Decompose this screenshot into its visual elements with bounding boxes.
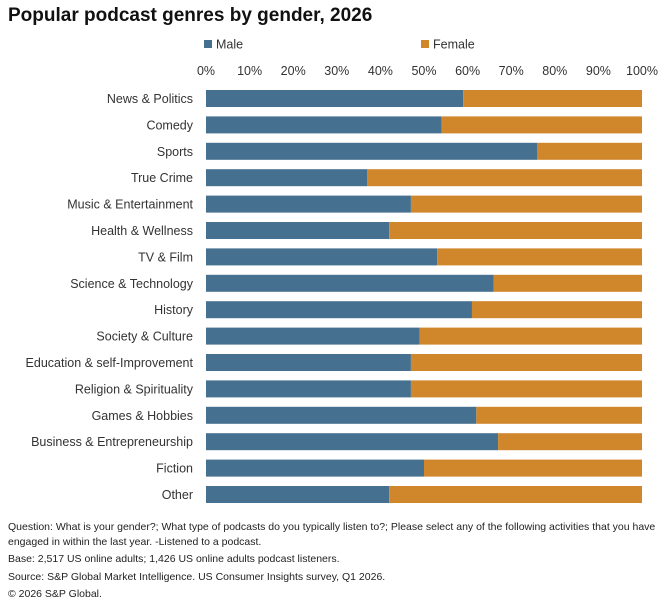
bar-female (389, 486, 642, 503)
bar-female (410, 195, 642, 213)
bar-female (441, 116, 642, 134)
bar-male (206, 274, 494, 292)
x-tick-label: 60% (455, 64, 480, 78)
bar-male (206, 116, 442, 134)
legend-swatch-female (421, 40, 429, 48)
x-tick-label: 0% (197, 64, 215, 78)
question-note: Question: What is your gender?; What typ… (8, 521, 656, 548)
category-label: Science & Technology (70, 277, 194, 291)
category-label: TV & Film (138, 250, 193, 264)
bar-male (206, 195, 411, 213)
x-tick-label: 50% (411, 64, 436, 78)
x-tick-label: 30% (324, 64, 349, 78)
category-label: Society & Culture (96, 330, 193, 344)
category-labels: News & Politics Comedy Sports True Crime Mus… (26, 92, 194, 502)
category-label: Music & Entertainment (67, 198, 193, 212)
x-tick-label: 70% (499, 64, 524, 78)
bar-female (410, 380, 642, 398)
bar-female (424, 459, 642, 477)
category-label: Comedy (146, 118, 193, 132)
bar-female (419, 327, 642, 345)
x-tick-label: 20% (281, 64, 306, 78)
x-tick-label: 80% (542, 64, 567, 78)
category-label: History (154, 303, 194, 317)
bar-male (206, 459, 424, 477)
bar-male (206, 380, 411, 398)
base-note: Base: 2,517 US online adults; 1,426 US o… (8, 553, 340, 565)
bar-male (206, 169, 368, 187)
bar-female (463, 90, 642, 107)
x-tick-label: 10% (237, 64, 262, 78)
category-label: Business & Entrepreneurship (31, 435, 193, 449)
category-label: Education & self-Improvement (26, 356, 194, 370)
x-axis-ticks: 0% 10% 20% 30% 40% 50% 60% 70% 80% 90% 100% (197, 64, 658, 78)
category-label: True Crime (131, 171, 193, 185)
legend: Male Female (204, 38, 475, 52)
category-label: News & Politics (107, 92, 193, 106)
legend-swatch-male (204, 40, 212, 48)
category-label: Other (162, 488, 193, 502)
stacked-bar-chart: Male Female 0% 10% 20% 30% 40% 50% 60% 70% 80% 90%… (26, 38, 658, 503)
category-label: Religion & Spirituality (75, 382, 194, 396)
x-tick-label: 100% (626, 64, 658, 78)
x-tick-label: 40% (368, 64, 393, 78)
bar-male (206, 222, 390, 239)
category-label: Sports (157, 145, 193, 159)
bar-male (206, 248, 438, 266)
bar-male (206, 301, 472, 319)
bar-female (437, 248, 642, 266)
category-label: Games & Hobbies (92, 409, 193, 423)
bar-female (389, 222, 642, 239)
bar-female (498, 433, 642, 451)
bar-female (410, 354, 642, 371)
bar-female (493, 274, 642, 292)
category-label: Fiction (156, 462, 193, 476)
bar-male (206, 486, 390, 503)
source-note: Source: S&P Global Market Intelligence. … (8, 570, 386, 583)
legend-label-female: Female (433, 38, 475, 52)
bar-male (206, 142, 538, 160)
bar-male (206, 406, 477, 424)
bar-female (476, 406, 642, 424)
x-tick-label: 90% (586, 64, 611, 78)
bar-male (206, 433, 499, 451)
bar-female (537, 142, 642, 160)
category-label: Health & Wellness (91, 224, 193, 238)
bar-male (206, 90, 464, 107)
bar-male (206, 327, 420, 345)
chart-title: Popular podcast genres by gender, 2026 (8, 5, 373, 26)
legend-label-male: Male (216, 38, 243, 52)
copyright-note: © 2026 S&P Global. (8, 588, 102, 600)
bar-female (367, 169, 642, 187)
bar-female (471, 301, 642, 319)
footnotes: Question: What is your gender?; What typ… (8, 520, 660, 605)
bar-male (206, 354, 411, 371)
bars (206, 90, 642, 503)
